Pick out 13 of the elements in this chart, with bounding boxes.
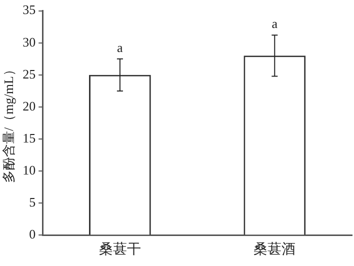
y-tick-label: 35 [22, 2, 36, 18]
y-tick-label: 5 [29, 194, 36, 210]
y-tick-label: 15 [22, 130, 36, 146]
y-tick-label: 10 [22, 162, 36, 178]
y-tick-label: 0 [29, 226, 36, 242]
y-tick-label: 25 [22, 66, 36, 82]
x-tick-label: 桑葚酒 [254, 241, 296, 258]
annotation: a [272, 16, 278, 32]
x-tick-label: 桑葚干 [98, 241, 141, 258]
y-axis-title: 多酚含量/（mg/mL） [1, 63, 16, 183]
y-tick-label: 20 [22, 98, 36, 114]
annotation: a [117, 40, 124, 55]
y-tick-label: 30 [22, 34, 36, 50]
